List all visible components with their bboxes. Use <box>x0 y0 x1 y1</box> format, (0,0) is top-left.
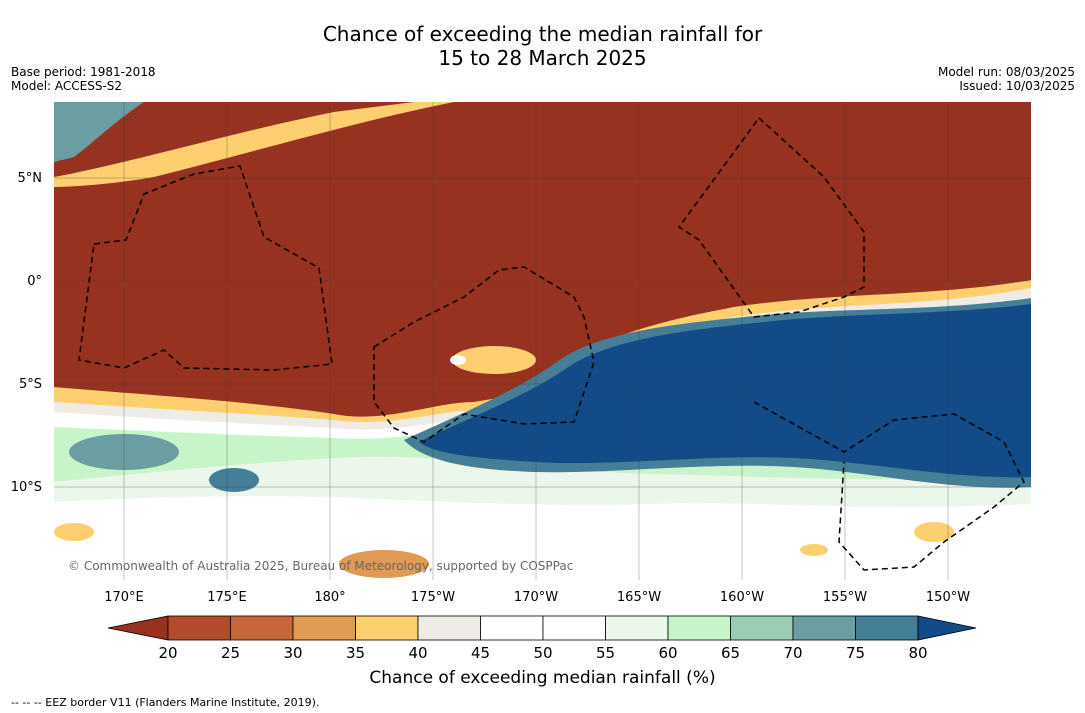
colorbar-cell <box>605 615 669 641</box>
lon-label-170e: 170°E <box>104 590 144 605</box>
eez-tokelau <box>677 116 865 318</box>
region-nw-yellow <box>54 102 454 187</box>
colorbar-tick-label: 30 <box>283 644 303 662</box>
colorbar-cell <box>355 615 419 641</box>
colorbar-cell <box>792 615 856 641</box>
lon-label-155w: 155°W <box>822 590 868 605</box>
colorbar-tick-label: 65 <box>720 644 741 662</box>
blob-teal-mid <box>209 468 259 492</box>
model-run: Model run: 08/03/2025 <box>937 65 1075 79</box>
colorbar-cell <box>542 615 606 641</box>
grid <box>54 102 1031 580</box>
eez-borders <box>78 116 1025 571</box>
lon-label-180: 180° <box>314 590 346 605</box>
issued-date: Issued: 10/03/2025 <box>959 79 1075 93</box>
lon-label-165w: 165°W <box>616 590 662 605</box>
meta-right: Model run: 08/03/2025 Issued: 10/03/2025 <box>938 65 1075 93</box>
colorbar-arrow-low <box>107 615 169 641</box>
colorbar-cell <box>855 615 919 641</box>
lat-label-10s: 10°S <box>10 480 42 495</box>
meta-left: Base period: 1981-2018 Model: ACCESS-S2 <box>11 65 156 93</box>
colorbar-tick-label: 50 <box>533 644 553 662</box>
colorbar-tick-label: 40 <box>408 644 428 662</box>
blob-wet-inlet <box>452 346 536 374</box>
colorbar-tick-label: 45 <box>470 644 491 662</box>
blob-wet-inlet-white <box>450 355 466 365</box>
blob-yellow-mid <box>800 544 828 556</box>
title-line-1: Chance of exceeding the median rainfall … <box>322 22 763 46</box>
colorbar-cell <box>292 615 356 641</box>
copyright-notice: © Commonwealth of Australia 2025, Bureau… <box>68 559 574 573</box>
blob-orange-south <box>339 550 429 578</box>
colorbar-cell <box>230 615 294 641</box>
colorbar-cell <box>667 615 731 641</box>
region-south-white <box>54 496 1031 580</box>
lon-label-175e: 175°E <box>207 590 247 605</box>
eez-samoa-cook <box>753 401 1025 571</box>
eez-tuvalu <box>78 165 333 371</box>
colorbar-cell <box>417 615 481 641</box>
colorbar-tick-label: 70 <box>783 644 803 662</box>
eez-legend-note: -- -- -- EEZ border V11 (Flanders Marine… <box>11 696 320 709</box>
colorbar-tick-label: 35 <box>345 644 366 662</box>
blob-yellow-east <box>914 522 954 542</box>
colorbar-tick-label: 55 <box>595 644 616 662</box>
rainfall-map <box>54 102 1031 580</box>
map-svg <box>54 102 1031 580</box>
lat-label-5n: 5°N <box>17 171 43 186</box>
lat-label-0: 0° <box>27 274 42 289</box>
colorbar-label: Chance of exceeding median rainfall (%) <box>369 668 716 688</box>
lon-label-160w: 160°W <box>719 590 765 605</box>
colorbar-tick-label: 80 <box>908 644 928 662</box>
base-period: Base period: 1981-2018 <box>11 65 156 79</box>
colorbar-cell <box>730 615 794 641</box>
region-wet <box>419 304 1031 478</box>
model-name: Model: ACCESS-S2 <box>11 79 123 93</box>
lon-label-150w: 150°W <box>925 590 971 605</box>
colorbar-tick-label: 25 <box>220 644 241 662</box>
lon-label-170w: 170°W <box>513 590 559 605</box>
title-line-2: 15 to 28 March 2025 <box>438 46 647 70</box>
lat-label-5s: 5°S <box>18 377 42 392</box>
colorbar <box>107 615 977 641</box>
colorbar-cell <box>480 615 544 641</box>
colorbar-tick-label: 20 <box>158 644 178 662</box>
blob-yellow-west <box>54 523 94 541</box>
region-nw-wet <box>54 102 144 162</box>
eez-phoenix <box>373 266 595 443</box>
chart-title: Chance of exceeding the median rainfall … <box>0 22 1085 70</box>
lon-label-175w: 175°W <box>410 590 456 605</box>
colorbar-cell <box>167 615 231 641</box>
colorbar-tick-label: 60 <box>658 644 678 662</box>
colorbar-arrow-high <box>917 615 977 641</box>
colorbar-tick-label: 75 <box>845 644 866 662</box>
